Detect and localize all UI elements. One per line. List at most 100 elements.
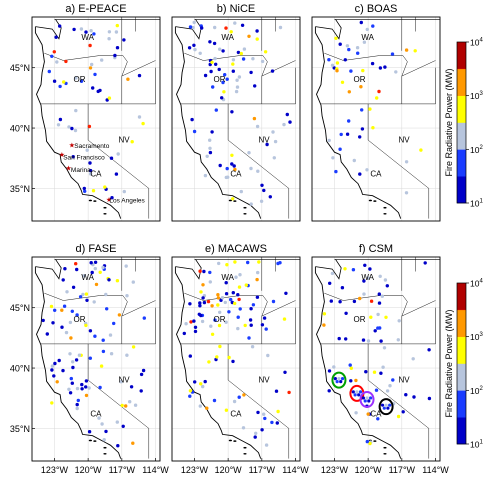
city-marker: ★ — [69, 141, 75, 149]
fire-point — [212, 398, 217, 403]
fire-point — [201, 296, 205, 300]
fire-point — [83, 189, 87, 193]
fire-point — [87, 430, 92, 434]
fire-point — [357, 393, 361, 397]
fire-point — [209, 69, 213, 74]
map-background — [312, 17, 440, 221]
fire-point — [234, 89, 239, 94]
fire-point — [328, 281, 332, 285]
fire-point — [230, 162, 234, 166]
fire-point — [88, 168, 93, 173]
fire-point — [208, 270, 212, 275]
colorbar-segment — [457, 309, 466, 337]
fire-point — [365, 439, 369, 444]
state-border — [121, 60, 156, 77]
fire-point — [203, 379, 207, 384]
fire-point — [124, 264, 128, 268]
fire-point — [117, 313, 122, 317]
fire-point — [41, 318, 45, 323]
fire-point — [130, 140, 134, 144]
fire-point — [70, 126, 74, 131]
fire-point — [394, 70, 398, 74]
fire-point — [233, 167, 237, 172]
fire-point — [201, 283, 205, 287]
fire-point — [368, 267, 372, 271]
fire-point — [242, 47, 247, 51]
fire-point — [366, 412, 370, 416]
map-frame — [311, 16, 441, 222]
fire-point — [75, 313, 79, 317]
lon-tick-label: 120°W — [75, 465, 103, 475]
fire-point — [283, 370, 287, 374]
fire-point — [274, 389, 279, 393]
fire-point — [131, 280, 135, 284]
fire-point — [232, 399, 237, 404]
fire-point — [248, 318, 253, 322]
state-border — [261, 300, 296, 317]
fire-point — [88, 161, 92, 165]
fire-point — [255, 277, 259, 282]
fire-point — [99, 364, 104, 368]
state-label-or: OR — [354, 75, 366, 84]
fire-point — [198, 51, 202, 55]
fire-point — [385, 389, 390, 393]
fire-point — [278, 25, 283, 30]
fire-point — [411, 357, 415, 361]
fire-point — [101, 338, 105, 342]
fire-point — [188, 389, 193, 393]
channel-island — [233, 200, 237, 202]
fire-point — [188, 302, 192, 306]
fire-point — [236, 293, 240, 297]
fire-point — [60, 308, 64, 312]
fire-point — [62, 304, 67, 308]
fire-point — [214, 62, 218, 66]
state-label-nv: NV — [118, 376, 130, 385]
fire-point — [198, 269, 202, 273]
fire-point — [271, 130, 275, 134]
state-label-ca: CA — [370, 409, 382, 418]
fire-point — [58, 24, 62, 28]
fire-point — [84, 393, 89, 398]
fire-point — [339, 380, 343, 384]
fire-point — [236, 50, 241, 55]
state-label-or: OR — [74, 75, 86, 84]
lon-tick-label: 123°W — [181, 465, 209, 475]
city-label: Los Angeles — [109, 197, 145, 204]
fire-point — [71, 360, 75, 364]
fire-point — [188, 25, 193, 29]
fire-point — [218, 47, 222, 51]
fire-point — [68, 391, 73, 395]
fire-point — [90, 270, 94, 275]
fire-point — [85, 148, 89, 152]
fire-point — [372, 370, 377, 374]
fire-point — [88, 43, 92, 48]
fire-point — [89, 29, 93, 33]
fire-point — [335, 380, 339, 384]
colorbar-label: Fire Radiative Power (MW) — [444, 309, 454, 417]
fire-point — [247, 151, 251, 155]
puget-sound — [315, 259, 342, 280]
state-label-ca: CA — [370, 169, 382, 178]
fire-point — [225, 166, 229, 171]
fire-point — [93, 260, 98, 264]
fire-point — [84, 379, 89, 383]
map-background — [172, 257, 300, 461]
fire-point — [107, 278, 111, 282]
fire-point — [51, 321, 55, 325]
fire-point — [74, 76, 78, 80]
map-frame — [171, 256, 301, 462]
fire-point — [225, 77, 229, 81]
fire-point — [255, 29, 259, 33]
panel-title: b) NiCE — [217, 3, 256, 15]
fire-point — [337, 377, 341, 381]
colorbar-segment — [457, 363, 466, 391]
state-label-wa: WA — [221, 33, 234, 42]
fire-point — [108, 333, 113, 337]
fire-point — [271, 299, 276, 304]
puget-sound — [315, 19, 342, 40]
fire-point — [214, 357, 218, 362]
fire-point — [193, 329, 198, 334]
fire-point — [249, 323, 253, 327]
flight-track — [359, 390, 375, 408]
fire-point — [208, 40, 212, 44]
